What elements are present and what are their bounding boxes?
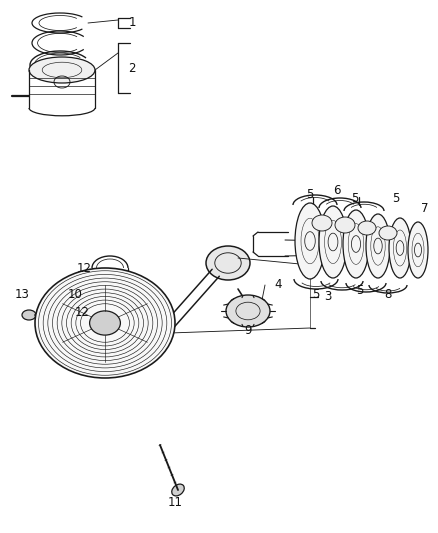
Ellipse shape: [22, 310, 36, 320]
Ellipse shape: [408, 222, 428, 278]
Ellipse shape: [312, 215, 332, 231]
Text: 8: 8: [384, 288, 392, 302]
Ellipse shape: [379, 226, 397, 240]
Ellipse shape: [366, 214, 390, 278]
Text: 2: 2: [128, 61, 136, 75]
Text: 3: 3: [324, 290, 332, 303]
Text: 9: 9: [244, 325, 252, 337]
Ellipse shape: [226, 295, 270, 327]
Text: 12: 12: [77, 262, 92, 274]
Text: 1: 1: [128, 17, 136, 29]
Ellipse shape: [319, 206, 347, 278]
Text: 6: 6: [333, 184, 341, 198]
Ellipse shape: [206, 246, 250, 280]
Text: 5: 5: [392, 191, 400, 205]
Ellipse shape: [389, 218, 411, 278]
Ellipse shape: [90, 311, 120, 335]
Text: 13: 13: [14, 288, 29, 302]
Ellipse shape: [343, 210, 369, 278]
Text: 7: 7: [421, 201, 429, 214]
Ellipse shape: [295, 203, 325, 279]
Text: 5: 5: [312, 288, 320, 302]
Text: 5: 5: [306, 189, 314, 201]
Ellipse shape: [29, 57, 95, 83]
Text: 10: 10: [67, 288, 82, 302]
Text: 5: 5: [356, 284, 364, 296]
Text: 12: 12: [74, 306, 89, 319]
Text: 5: 5: [351, 191, 359, 205]
Ellipse shape: [172, 484, 184, 496]
Text: 4: 4: [274, 279, 282, 292]
Ellipse shape: [139, 326, 171, 350]
Text: 11: 11: [167, 497, 183, 510]
Ellipse shape: [358, 221, 376, 235]
Ellipse shape: [35, 268, 175, 378]
Ellipse shape: [335, 217, 355, 233]
